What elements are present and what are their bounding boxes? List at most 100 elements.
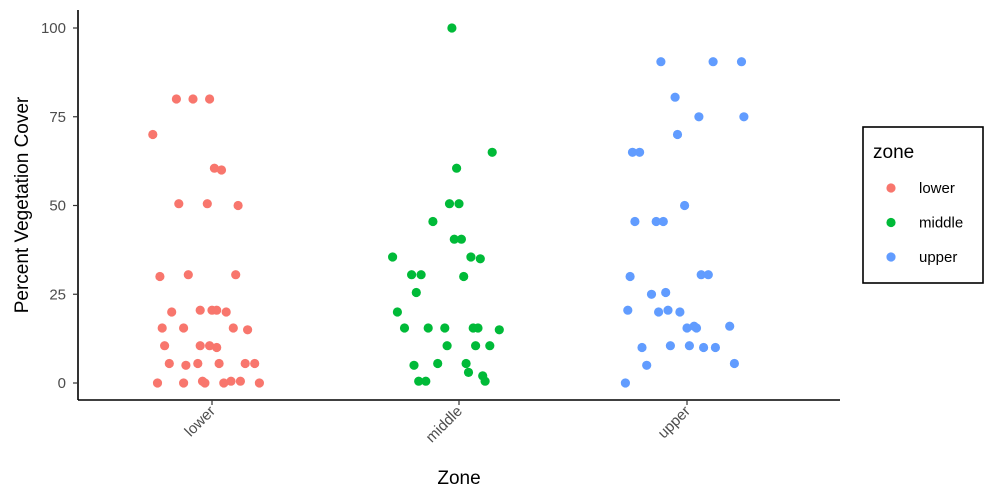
- data-point-upper: [630, 216, 640, 227]
- data-point-lower: [209, 163, 219, 173]
- data-point-upper: [642, 360, 652, 370]
- data-point-upper: [665, 341, 676, 351]
- data-point-upper: [663, 305, 673, 315]
- data-point-upper: [637, 342, 647, 353]
- data-point-upper: [675, 307, 685, 317]
- data-point-middle: [466, 252, 476, 262]
- legend-box: [862, 126, 984, 284]
- data-point-lower: [214, 358, 224, 369]
- data-point-upper: [661, 287, 671, 298]
- data-point-lower: [226, 376, 236, 386]
- x-ticks: lower middle upper: [181, 400, 694, 446]
- data-point-middle: [444, 199, 455, 209]
- data-point-upper: [694, 112, 704, 122]
- data-point-middle: [440, 323, 450, 333]
- data-point-upper: [620, 378, 631, 388]
- data-point-middle: [449, 234, 459, 244]
- data-point-upper: [646, 289, 657, 299]
- data-point-lower: [212, 305, 222, 315]
- data-point-upper: [627, 147, 638, 157]
- legend-items: lower middle upper: [886, 180, 963, 266]
- data-point-lower: [235, 376, 245, 386]
- data-point-lower: [164, 358, 174, 369]
- data-point-upper: [703, 270, 713, 280]
- data-point-middle: [423, 323, 433, 333]
- data-point-middle: [409, 360, 419, 370]
- data-point-upper: [623, 305, 633, 315]
- data-point-lower: [228, 323, 238, 333]
- data-point-upper: [635, 147, 645, 157]
- data-point-upper: [684, 341, 695, 351]
- legend-title: zone: [873, 142, 914, 163]
- legend-key-upper: [886, 252, 896, 262]
- data-point-upper: [672, 129, 683, 140]
- data-point-lower: [202, 199, 212, 209]
- data-point-lower: [200, 378, 210, 388]
- data-point-lower: [160, 341, 170, 351]
- data-point-upper: [651, 216, 661, 227]
- data-point-lower: [250, 358, 260, 369]
- x-tick-label: middle: [423, 403, 466, 446]
- data-point-upper: [670, 92, 680, 102]
- legend: zone lower middle upper: [862, 126, 984, 284]
- data-point-middle: [407, 270, 417, 280]
- legend-label-lower: lower: [919, 180, 955, 197]
- data-point-lower: [240, 358, 250, 369]
- data-point-middle: [421, 376, 431, 386]
- data-point-upper: [739, 112, 749, 122]
- data-point-middle: [480, 376, 490, 386]
- data-point-middle: [494, 325, 504, 335]
- data-point-middle: [411, 287, 421, 298]
- data-point-lower: [254, 378, 264, 388]
- x-axis-title: Zone: [437, 468, 480, 489]
- data-point-middle: [399, 323, 410, 333]
- data-point-lower: [216, 165, 227, 175]
- data-point-upper: [708, 57, 718, 67]
- data-point-middle: [459, 271, 469, 282]
- data-point-lower: [152, 378, 163, 388]
- y-tick-label: 25: [49, 286, 66, 303]
- data-point-middle: [487, 147, 497, 157]
- legend-label-upper: upper: [919, 249, 957, 266]
- data-point-lower: [183, 270, 193, 280]
- data-point-lower: [212, 342, 222, 353]
- data-point-lower: [231, 270, 241, 280]
- data-point-middle: [471, 341, 481, 351]
- data-point-lower: [221, 307, 231, 317]
- data-point-middle: [388, 252, 398, 262]
- data-point-middle: [447, 23, 457, 33]
- data-point-lower: [195, 305, 205, 315]
- data-point-lower: [148, 129, 158, 140]
- data-point-lower: [167, 307, 177, 317]
- data-point-lower: [179, 323, 189, 333]
- data-point-middle: [414, 376, 424, 386]
- data-point-upper: [699, 342, 709, 353]
- data-point-upper: [682, 323, 692, 333]
- data-point-upper: [696, 270, 706, 280]
- data-point-middle: [452, 163, 462, 173]
- y-ticks: 0 25 50 75 100: [41, 20, 78, 392]
- data-point-lower: [193, 358, 203, 369]
- y-tick-label: 0: [58, 375, 66, 392]
- y-tick-label: 75: [49, 109, 66, 126]
- data-point-middle: [473, 323, 483, 333]
- data-point-upper: [736, 57, 747, 67]
- data-point-middle: [456, 234, 466, 244]
- data-point-middle: [442, 341, 452, 351]
- points-layer: [148, 23, 749, 388]
- data-point-upper: [691, 323, 702, 333]
- data-point-lower: [205, 341, 215, 351]
- data-point-upper: [658, 216, 668, 227]
- data-point-lower: [195, 341, 205, 351]
- data-point-middle: [392, 307, 402, 317]
- data-point-lower: [157, 323, 167, 333]
- data-point-middle: [454, 199, 464, 209]
- data-point-upper: [710, 342, 721, 353]
- data-point-lower: [219, 378, 229, 388]
- y-tick-label: 50: [49, 198, 66, 215]
- y-tick-label: 100: [41, 20, 66, 37]
- data-point-upper: [729, 358, 740, 369]
- data-point-lower: [171, 94, 181, 104]
- data-point-middle: [461, 358, 471, 369]
- y-axis-title: Percent Vegetation Cover: [12, 96, 33, 313]
